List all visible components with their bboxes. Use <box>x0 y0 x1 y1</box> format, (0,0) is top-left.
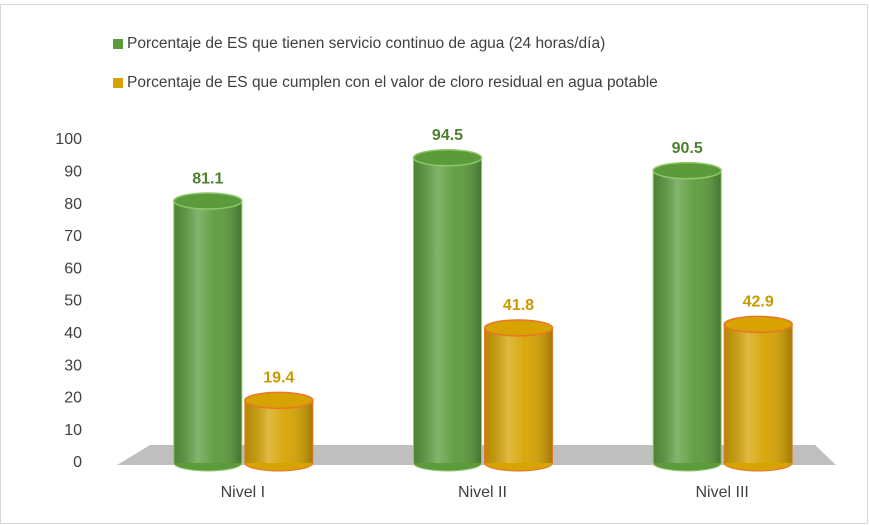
bar-shade <box>413 157 482 463</box>
legend-label: Porcentaje de ES que tienen servicio con… <box>127 35 605 52</box>
bar-top <box>652 161 722 180</box>
bar <box>483 319 554 472</box>
bar-top <box>483 319 554 337</box>
y-tick-label: 0 <box>73 454 82 471</box>
x-tick-label: Nivel II <box>458 484 507 501</box>
y-tick-label: 40 <box>64 325 82 342</box>
bar-top <box>244 391 314 410</box>
y-tick-label: 100 <box>55 131 82 148</box>
bar <box>723 315 793 472</box>
y-tick-label: 10 <box>64 422 82 439</box>
bar-shade <box>244 400 313 463</box>
data-label: 81.1 <box>192 170 223 187</box>
y-tick-label: 90 <box>64 164 82 181</box>
bar-top <box>412 149 483 167</box>
bar-top <box>723 315 793 334</box>
bar-shade <box>484 327 553 463</box>
data-label: 90.5 <box>672 140 703 157</box>
bar-shade <box>173 201 242 463</box>
y-tick-label: 70 <box>64 228 82 245</box>
bar-shade <box>724 324 793 463</box>
legend-swatch <box>113 39 123 49</box>
y-tick-label: 80 <box>64 196 82 213</box>
x-tick-label: Nivel III <box>695 484 748 501</box>
y-tick-label: 30 <box>64 357 82 374</box>
legend-swatch <box>113 78 123 88</box>
bar <box>652 161 722 472</box>
bar <box>173 192 243 472</box>
bar <box>412 149 483 472</box>
data-label: 42.9 <box>743 294 774 311</box>
x-tick-label: Nivel I <box>221 484 265 501</box>
data-label: 19.4 <box>263 370 294 387</box>
bar-top <box>173 192 243 210</box>
data-label: 41.8 <box>503 297 534 314</box>
bar-shade <box>653 170 722 463</box>
y-tick-label: 20 <box>64 390 82 407</box>
data-label: 94.5 <box>432 127 463 144</box>
y-tick-label: 50 <box>64 293 82 310</box>
bar <box>244 391 314 472</box>
legend-label: Porcentaje de ES que cumplen con el valo… <box>127 74 658 91</box>
y-tick-label: 60 <box>64 260 82 277</box>
